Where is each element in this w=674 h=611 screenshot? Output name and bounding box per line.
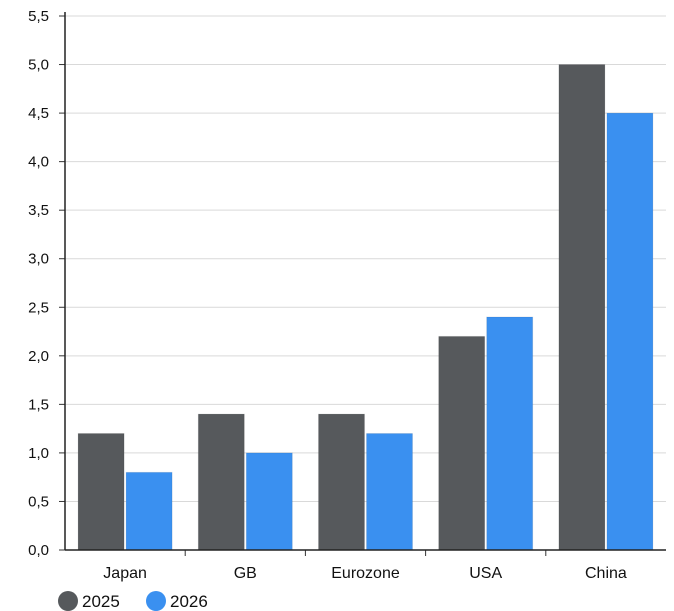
bar-china-2025	[558, 64, 606, 551]
y-tick-label: 2,5	[28, 299, 49, 316]
bar-usa-2026	[486, 316, 534, 551]
bar-usa-2025	[438, 335, 486, 551]
bar-china-2026	[606, 112, 654, 551]
bar-japan-2025	[77, 432, 125, 551]
y-tick-label: 3,0	[28, 251, 49, 268]
x-tick-label: Eurozone	[331, 565, 400, 582]
y-tick-label: 0,5	[28, 493, 49, 510]
x-tick-label: Japan	[103, 565, 147, 582]
y-tick-label: 5,0	[28, 57, 49, 74]
bar-gb-2026	[245, 452, 293, 551]
x-tick-label: China	[585, 565, 627, 582]
legend-swatch-2025	[58, 591, 78, 611]
y-tick-label: 2,0	[28, 348, 49, 365]
bar-eurozone-2026	[366, 432, 413, 551]
y-tick-label: 1,5	[28, 396, 49, 413]
legend-label-2025: 2025	[82, 592, 120, 611]
y-tick-label: 5,5	[28, 8, 49, 25]
axes: 0,0 0,5 1,0 1,5 2,0 2,5 3,0 3,5 4,0 4,5 5,0 5,5 Japa…	[28, 8, 666, 582]
y-tick-label: 3,5	[28, 202, 49, 219]
y-tick-label: 0,0	[28, 542, 49, 559]
bar-japan-2026	[125, 471, 173, 551]
x-tick-label: GB	[234, 565, 257, 582]
bars	[77, 64, 654, 551]
y-tick-label: 4,0	[28, 154, 49, 171]
bar-eurozone-2025	[318, 413, 365, 551]
bar-gb-2025	[197, 413, 245, 551]
legend-label-2026: 2026	[170, 592, 208, 611]
y-tick-label: 1,0	[28, 445, 49, 462]
y-tick-label: 4,5	[28, 105, 49, 122]
legend: 2025 2026	[58, 591, 208, 611]
legend-swatch-2026	[146, 591, 166, 611]
x-tick-label: USA	[469, 565, 502, 582]
